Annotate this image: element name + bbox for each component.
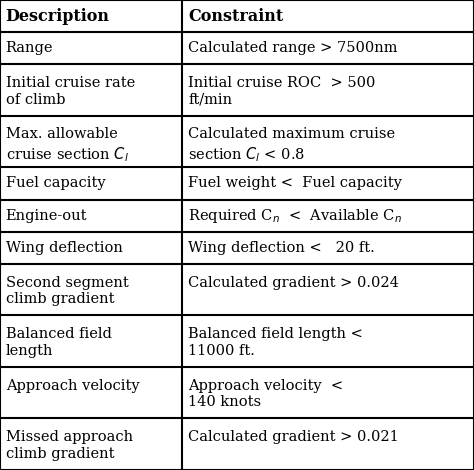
Text: Calculated range > 7500nm: Calculated range > 7500nm [188,41,398,55]
Text: Missed approach
climb gradient: Missed approach climb gradient [6,430,133,461]
Text: Range: Range [6,41,53,55]
Text: Calculated gradient > 0.024: Calculated gradient > 0.024 [188,275,399,290]
Text: Initial cruise ROC  > 500
ft/min: Initial cruise ROC > 500 ft/min [188,76,375,107]
Text: Wing deflection <   20 ft.: Wing deflection < 20 ft. [188,241,375,255]
Text: Second segment
climb gradient: Second segment climb gradient [6,275,128,306]
Text: Balanced field length <
11000 ft.: Balanced field length < 11000 ft. [188,327,363,358]
Text: Approach velocity: Approach velocity [6,378,139,392]
Text: Calculated gradient > 0.021: Calculated gradient > 0.021 [188,430,399,444]
Text: Max. allowable
cruise section $C_l$: Max. allowable cruise section $C_l$ [6,127,128,164]
Text: Engine-out: Engine-out [6,209,87,223]
Text: Constraint: Constraint [188,8,283,24]
Text: Balanced field
length: Balanced field length [6,327,111,358]
Text: Wing deflection: Wing deflection [6,241,123,255]
Text: Fuel weight <  Fuel capacity: Fuel weight < Fuel capacity [188,177,402,190]
Text: Calculated maximum cruise
section $C_l$ < 0.8: Calculated maximum cruise section $C_l$ … [188,127,395,164]
Text: Required C$_n$  <  Available C$_n$: Required C$_n$ < Available C$_n$ [188,207,402,225]
Text: Description: Description [6,8,109,24]
Text: Fuel capacity: Fuel capacity [6,177,105,190]
Text: Approach velocity  <
140 knots: Approach velocity < 140 knots [188,378,343,409]
Text: Initial cruise rate
of climb: Initial cruise rate of climb [6,76,135,107]
